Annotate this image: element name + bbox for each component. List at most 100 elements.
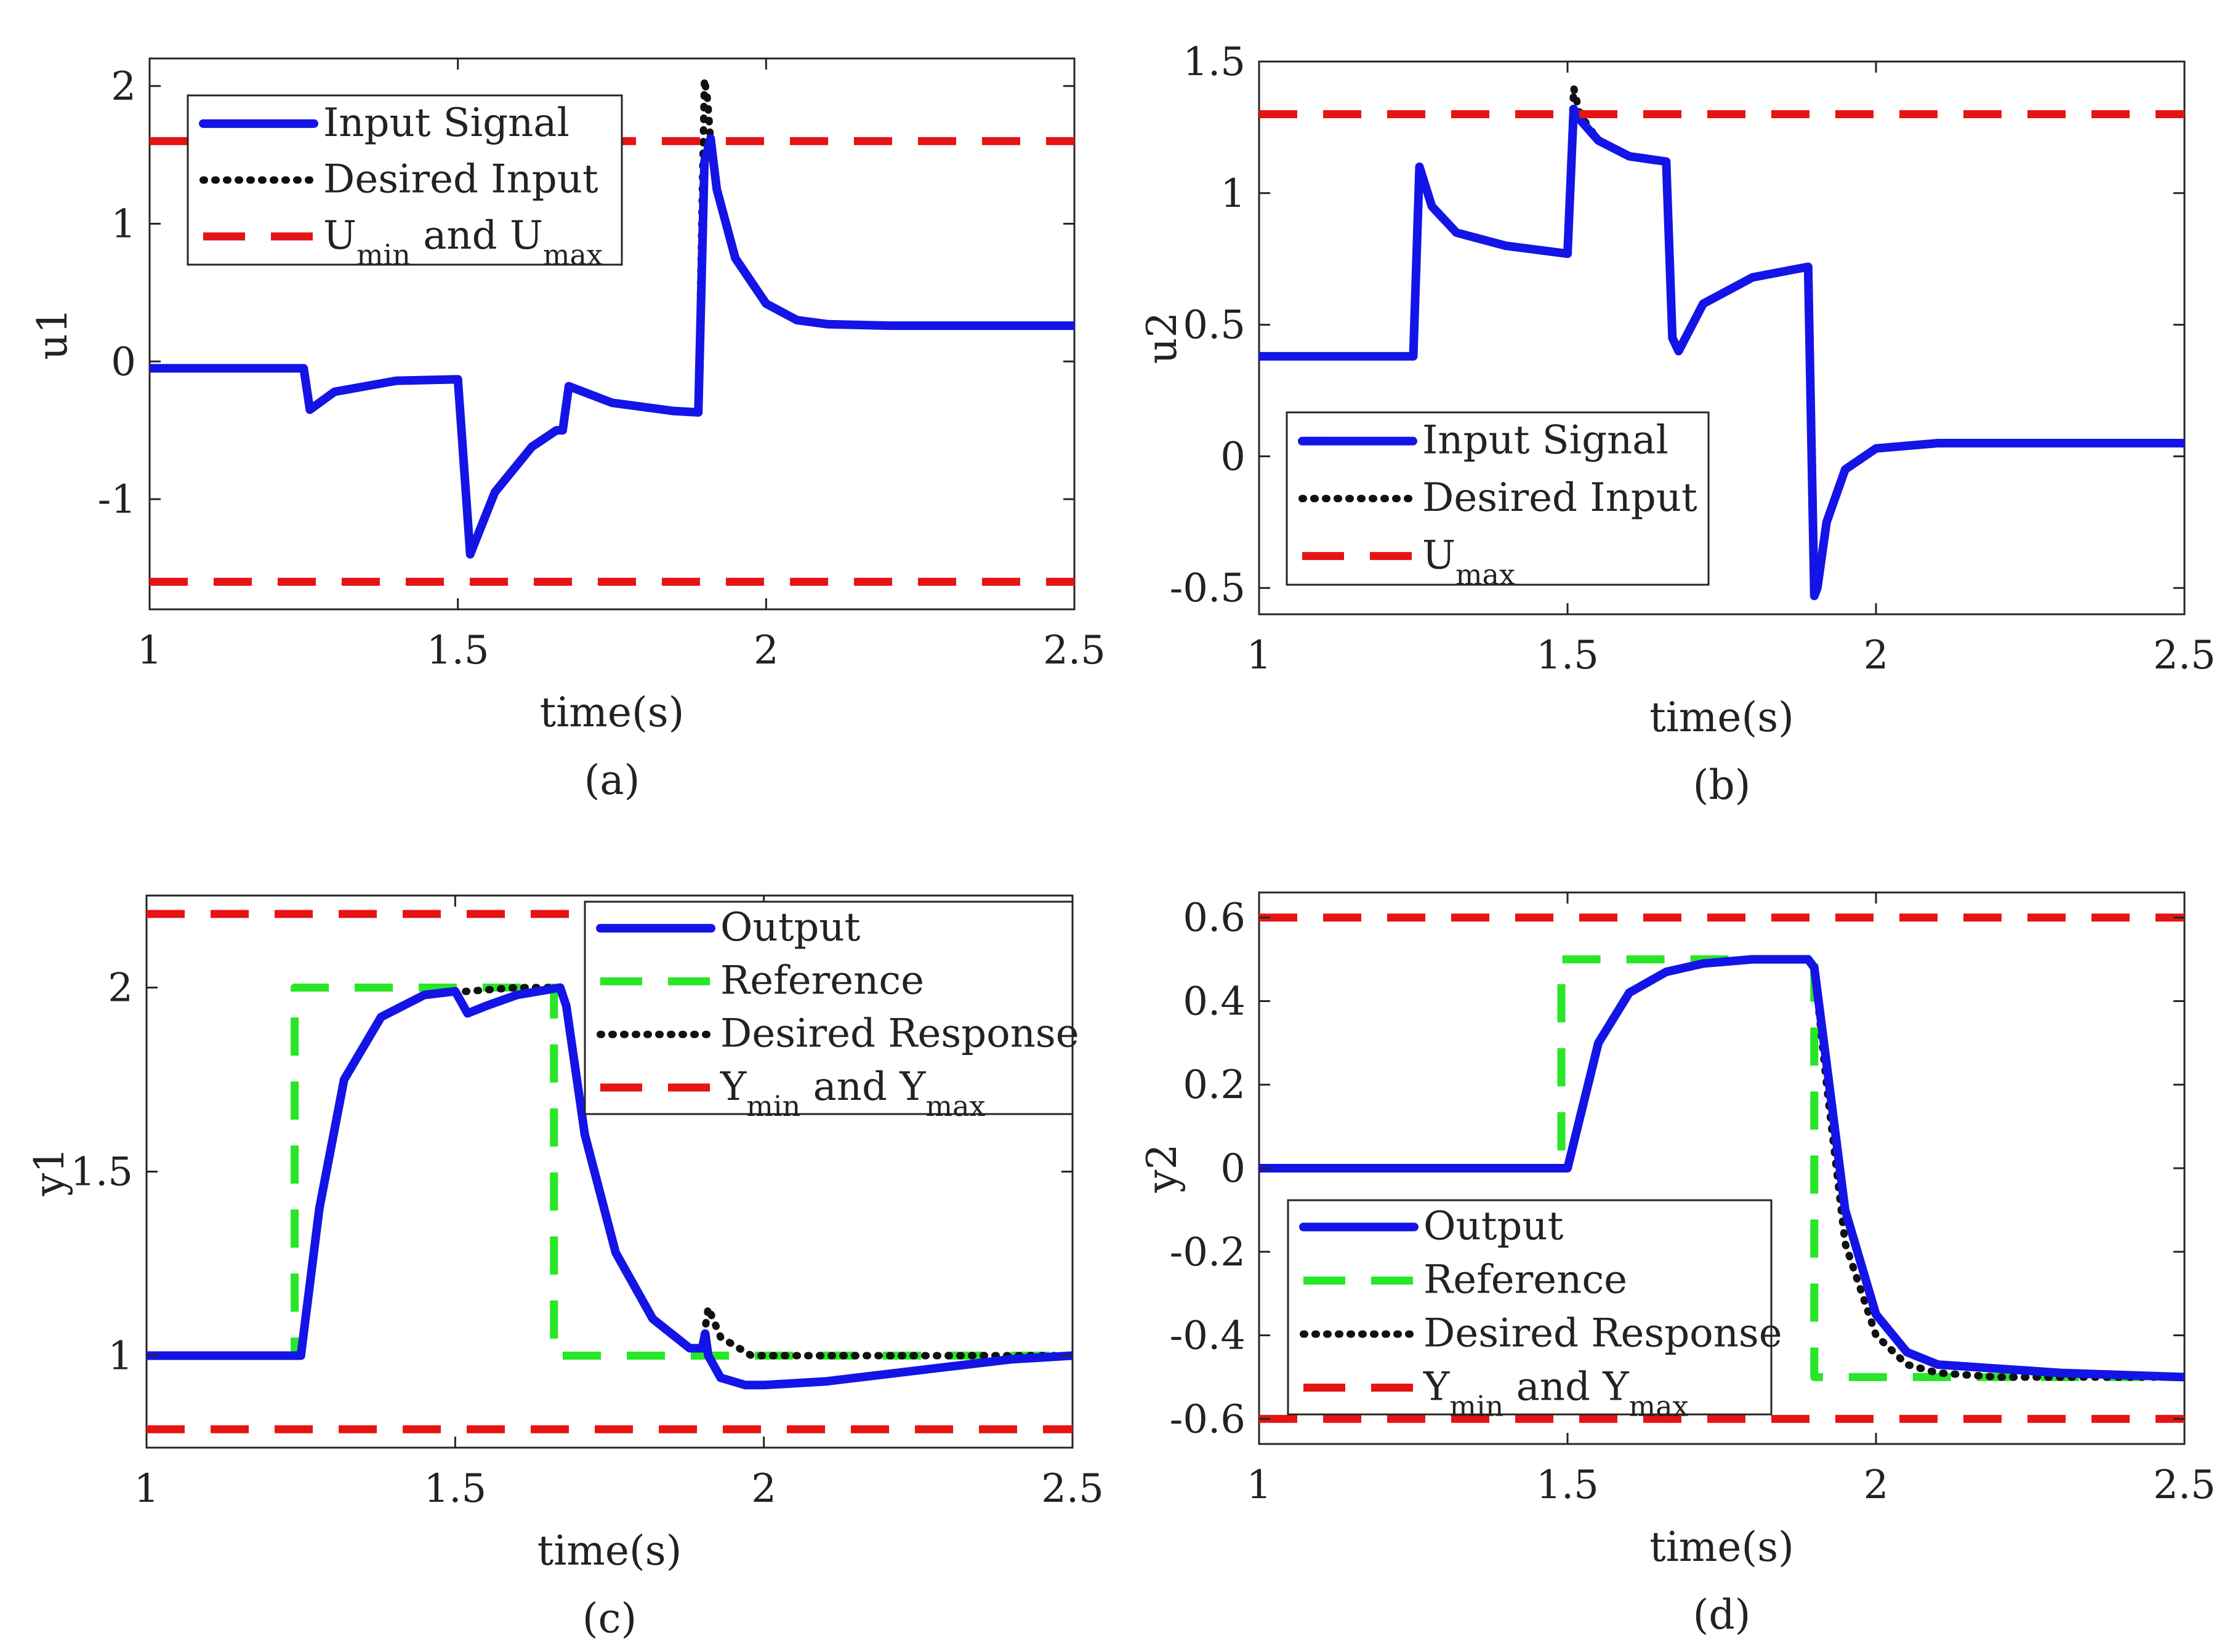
x-tick-label: 1.5 (1536, 633, 1599, 678)
legend-label-text: Reference (1423, 1257, 1627, 1303)
x-tick-label: 1 (1247, 633, 1272, 678)
x-tick-label: 1 (1247, 1462, 1272, 1508)
y-tick-label: 0.2 (1183, 1062, 1246, 1108)
legend-label-text: and Y (1503, 1365, 1629, 1410)
legend-label-text: and U (411, 213, 543, 259)
legend-label-text: Input Signal (323, 100, 570, 146)
legend-entry-label: Reference (720, 958, 924, 1003)
legend-label-text: Desired Response (720, 1011, 1079, 1057)
y-tick-label: -0.4 (1170, 1313, 1246, 1359)
x-tick-label: 2 (1864, 1462, 1889, 1508)
legend-label-text: Y (1423, 1365, 1450, 1410)
y-tick-label: 0.6 (1183, 896, 1246, 941)
legend: Output Reference Desired Response Ymin and … (584, 900, 1079, 1123)
x-tick-label: 2 (1864, 633, 1889, 678)
x-axis-label: time(s) (1649, 1523, 1794, 1571)
legend-label-text: Input Signal (1422, 418, 1668, 463)
series-group (1259, 913, 2184, 1423)
subplot-a: 1 1.5 2 2.5 -1 0 1 2 time(s) u1 (a) Input Signal Des… (29, 57, 1106, 804)
legend-label-text: U (323, 213, 356, 259)
y-tick-label: 1.5 (1183, 39, 1246, 85)
x-axis-label: time(s) (537, 1527, 682, 1574)
legend-subscript: min (356, 238, 411, 271)
legend-subscript: max (1455, 558, 1515, 591)
series-line-reference (1259, 955, 2184, 1381)
legend-entry-label: Input Signal (1422, 418, 1668, 463)
legend-entry-label: Output (1423, 1204, 1564, 1249)
legend-label-text: and Y (800, 1064, 926, 1110)
legend-label-text: Y (720, 1064, 747, 1110)
y-tick-label: -0.2 (1170, 1230, 1246, 1275)
legend-subscript: min (1449, 1390, 1503, 1423)
y-tick-label: -0.5 (1170, 566, 1246, 611)
x-tick-label: 2 (754, 628, 779, 673)
legend-box (1287, 1199, 1773, 1416)
x-tick-label: 1.5 (427, 628, 489, 673)
legend: Input Signal Desired Input Umin and Umax (187, 94, 623, 271)
x-tick-label: 2.5 (1041, 1466, 1104, 1512)
legend-label-text: Output (720, 905, 861, 950)
legend-entry-label: Ymin and Ymax (1423, 1365, 1689, 1423)
subplot-c: 1 1.5 2 2.5 1 1.5 2 time(s) y1 (c) Output Reference… (26, 894, 1104, 1642)
x-tick-label: 2.5 (2153, 1462, 2216, 1508)
subplot-caption: (d) (1693, 1591, 1751, 1638)
x-tick-label: 2.5 (1043, 628, 1106, 673)
legend-entry-label: Umin and Umax (323, 213, 603, 271)
legend-entry-label: Input Signal (323, 100, 570, 146)
y-axis-label: u2 (1138, 312, 1186, 364)
y-axis-label: y1 (26, 1147, 73, 1197)
y-tick-label: 2 (108, 966, 133, 1011)
legend: Output Reference Desired Response Ymin and … (1287, 1199, 1782, 1423)
y-tick-label: 0.4 (1183, 979, 1246, 1024)
x-axis-label: time(s) (1649, 694, 1794, 741)
y-tick-label: -0.6 (1170, 1397, 1246, 1442)
legend-subscript: max (1629, 1390, 1689, 1423)
legend-subscript: min (746, 1089, 800, 1123)
legend-entry-label: Reference (1423, 1257, 1627, 1303)
series-line-input-signal (1259, 105, 2184, 601)
series-line-output (1259, 955, 2184, 1382)
subplot-caption: (c) (582, 1595, 637, 1642)
legend-label-text: U (1422, 532, 1455, 578)
legend-entry-label: Umax (1422, 532, 1515, 591)
series-line-input-signal (150, 134, 1074, 559)
subplot-caption: (a) (584, 756, 640, 804)
series-group (1259, 84, 2184, 601)
series-line-output (147, 983, 1073, 1390)
legend-subscript: max (543, 238, 603, 271)
y-axis-label: y2 (1138, 1144, 1186, 1193)
y-tick-label: 1.5 (70, 1150, 133, 1195)
legend-subscript: max (926, 1089, 986, 1123)
x-axis-label: time(s) (540, 689, 685, 736)
x-tick-label: 2.5 (2153, 633, 2216, 678)
y-tick-label: 0 (1220, 434, 1246, 479)
legend-label-text: Reference (720, 958, 924, 1003)
subplot-d: 1 1.5 2 2.5 -0.6 -0.4 -0.2 0 0.2 0.4 0.6 time(s) y2 (… (1138, 891, 2216, 1638)
legend-entry-label: Desired Input (1422, 475, 1697, 521)
series-line-reference (147, 984, 1073, 1360)
x-tick-label: 2 (751, 1466, 776, 1512)
legend-box (584, 900, 1074, 1115)
legend-label-text: Desired Response (1423, 1311, 1782, 1357)
legend-entry-label: Desired Response (1423, 1311, 1782, 1357)
y-tick-label: 1 (108, 1334, 133, 1379)
y-tick-label: -1 (98, 477, 136, 523)
y-tick-label: 0 (1220, 1146, 1246, 1192)
y-axis-label: u1 (29, 308, 76, 360)
y-tick-label: 1 (111, 202, 136, 247)
x-tick-label: 1.5 (1536, 1462, 1599, 1508)
y-tick-label: 0.5 (1183, 303, 1246, 348)
legend-label-text: Desired Input (323, 157, 598, 202)
legend: Input Signal Desired Input Umax (1286, 411, 1710, 591)
x-tick-label: 1.5 (424, 1466, 486, 1512)
subplot-caption: (b) (1693, 761, 1751, 809)
legend-entry-label: Ymin and Ymax (720, 1064, 986, 1123)
legend-label-text: Desired Input (1422, 475, 1697, 521)
y-tick-label: 2 (111, 64, 136, 110)
legend-entry-label: Output (720, 905, 861, 950)
subplot-b: 1 1.5 2 2.5 -0.5 0 0.5 1 1.5 time(s) u2 (b) Input Si… (1138, 39, 2216, 809)
y-tick-label: 1 (1220, 171, 1246, 217)
legend-label-text: Output (1423, 1204, 1564, 1249)
x-tick-label: 1 (137, 628, 163, 673)
